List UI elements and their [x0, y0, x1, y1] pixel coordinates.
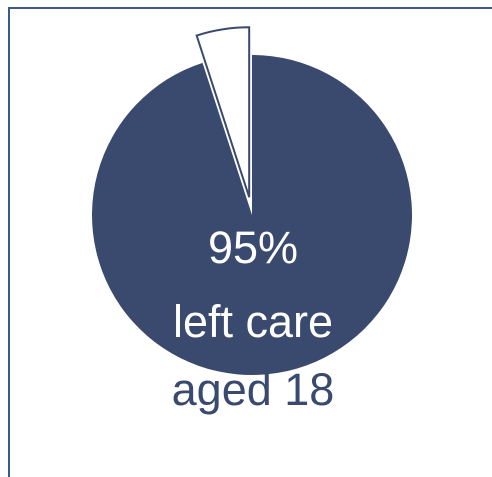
pie-slice-main — [92, 55, 413, 375]
percent-label: 95% — [208, 222, 298, 273]
frame-border — [8, 7, 492, 477]
left-care-label: left care — [173, 296, 333, 347]
pie-slice-rest — [195, 26, 251, 198]
pie-slices — [92, 26, 413, 375]
aged-18-label: aged 18 — [172, 364, 335, 415]
